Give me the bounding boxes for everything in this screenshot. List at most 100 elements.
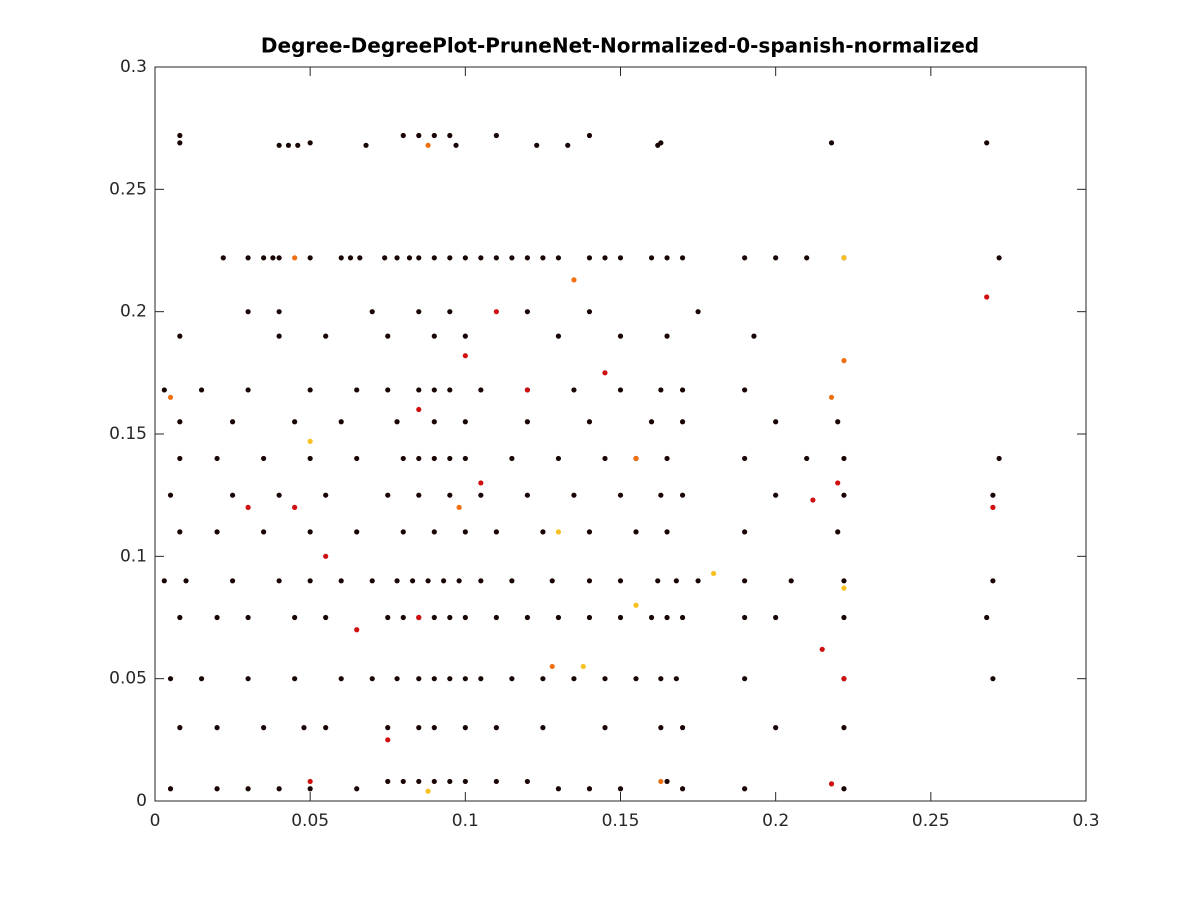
point [841, 676, 847, 682]
y-tick-label: 0 [136, 791, 147, 811]
point [493, 132, 499, 139]
point [586, 614, 593, 621]
point [540, 725, 546, 731]
point [369, 676, 375, 682]
point [214, 455, 220, 462]
point [292, 419, 298, 425]
point [984, 140, 990, 146]
point [540, 676, 546, 682]
point [695, 578, 701, 584]
x-tick-label: 0.2 [762, 811, 789, 831]
point [804, 255, 810, 261]
point [742, 676, 748, 682]
point [456, 578, 462, 584]
point [540, 529, 546, 535]
point [462, 676, 468, 682]
point [245, 504, 251, 510]
point [524, 419, 531, 425]
point [841, 358, 847, 364]
y-tick-label: 0.05 [109, 669, 147, 689]
point [276, 255, 282, 261]
point [524, 614, 531, 621]
point [307, 778, 313, 785]
point [338, 255, 344, 261]
point [261, 255, 267, 261]
point [431, 778, 437, 785]
point [177, 140, 183, 146]
point [425, 142, 431, 148]
point [406, 255, 413, 261]
point [679, 387, 686, 393]
point [773, 614, 779, 621]
point [347, 255, 354, 261]
point [270, 255, 276, 261]
point [658, 778, 664, 785]
point [773, 419, 779, 425]
point [177, 132, 183, 139]
point [617, 492, 624, 498]
point [524, 255, 531, 261]
point [354, 387, 360, 393]
point [602, 255, 608, 261]
point [493, 529, 499, 535]
point [509, 255, 515, 261]
point [431, 455, 437, 462]
point [431, 676, 437, 682]
point [555, 614, 562, 621]
point [261, 725, 267, 731]
point [400, 778, 406, 785]
point [648, 614, 655, 621]
point [788, 578, 794, 584]
point [617, 578, 624, 584]
point [295, 142, 301, 148]
point [617, 614, 624, 621]
point [338, 676, 344, 682]
point [385, 737, 391, 743]
point [400, 529, 406, 535]
point [338, 419, 344, 425]
point [571, 277, 577, 283]
point [357, 255, 363, 261]
point [586, 255, 593, 261]
point [447, 778, 453, 785]
point [245, 309, 251, 315]
point [617, 333, 624, 339]
point [416, 455, 422, 462]
point [586, 529, 593, 535]
point [524, 778, 531, 785]
point [586, 419, 593, 425]
point [292, 255, 298, 261]
point [462, 529, 468, 535]
point [586, 786, 593, 792]
point [835, 529, 841, 535]
point [394, 255, 400, 261]
point [431, 529, 437, 535]
point [679, 419, 686, 425]
point [245, 786, 251, 792]
point [214, 614, 220, 621]
point [493, 309, 499, 315]
point [810, 497, 816, 503]
point [648, 255, 655, 261]
point [571, 492, 577, 498]
point [773, 492, 779, 498]
point [658, 492, 664, 498]
point [177, 333, 183, 339]
point [586, 578, 593, 584]
point [354, 627, 360, 633]
point [385, 387, 391, 393]
point [509, 676, 515, 682]
point [462, 333, 468, 339]
point [841, 585, 847, 591]
point [167, 492, 174, 498]
point [478, 676, 484, 682]
point [841, 578, 847, 584]
point [571, 676, 577, 682]
point [214, 786, 220, 792]
point [549, 578, 555, 584]
point [416, 132, 422, 139]
point [307, 255, 313, 261]
point [431, 132, 437, 139]
point [307, 140, 313, 146]
